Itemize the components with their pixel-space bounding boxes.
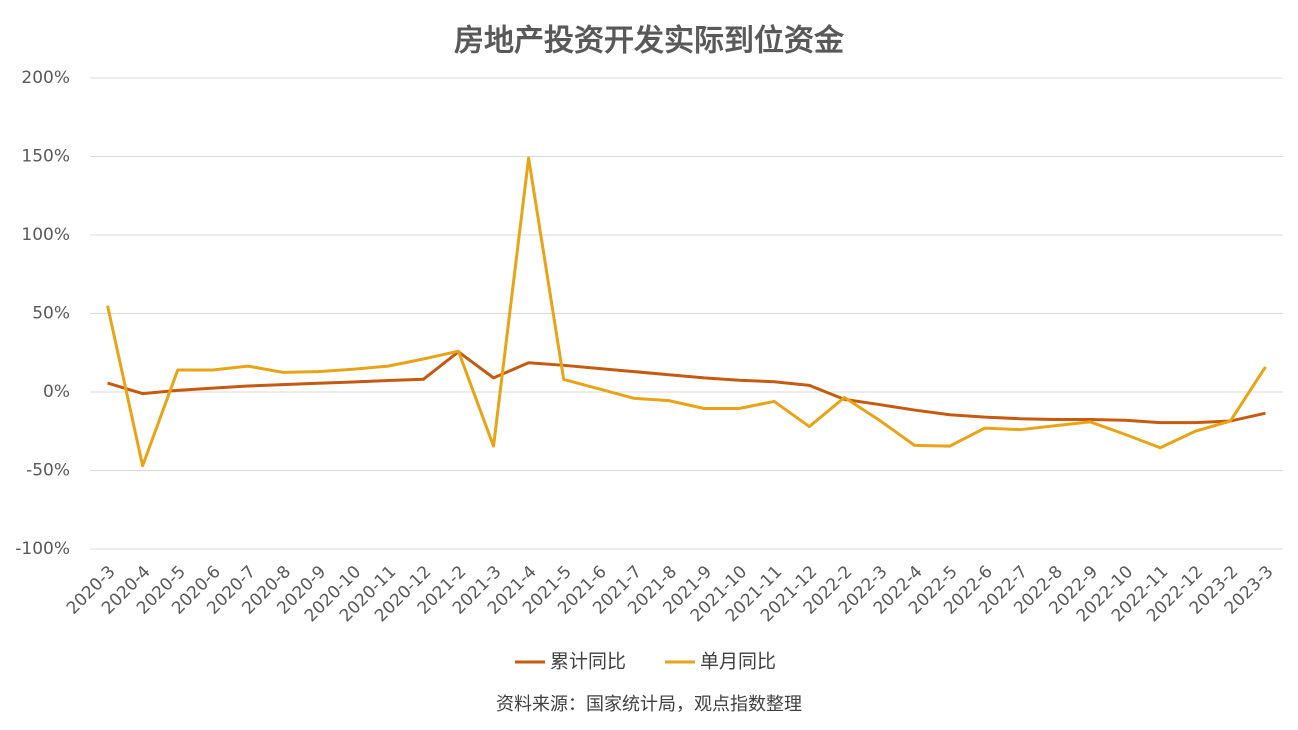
line-series — [106, 156, 1267, 468]
y-tick-label: 0% — [43, 382, 70, 402]
y-tick-label: -50% — [26, 461, 70, 481]
legend-label: 单月同比 — [700, 651, 776, 673]
legend-label: 累计同比 — [550, 651, 626, 673]
y-tick-label: 150% — [21, 147, 70, 167]
line-series — [107, 350, 1266, 425]
source-note: 资料来源：国家统计局，观点指数整理 — [496, 694, 802, 715]
y-tick-label: 200% — [21, 68, 70, 88]
y-tick-label: 100% — [21, 225, 70, 245]
y-tick-label: 50% — [32, 304, 70, 324]
y-tick-label: -100% — [15, 539, 70, 559]
chart-title: 房地产投资开发实际到位资金 — [454, 24, 845, 59]
